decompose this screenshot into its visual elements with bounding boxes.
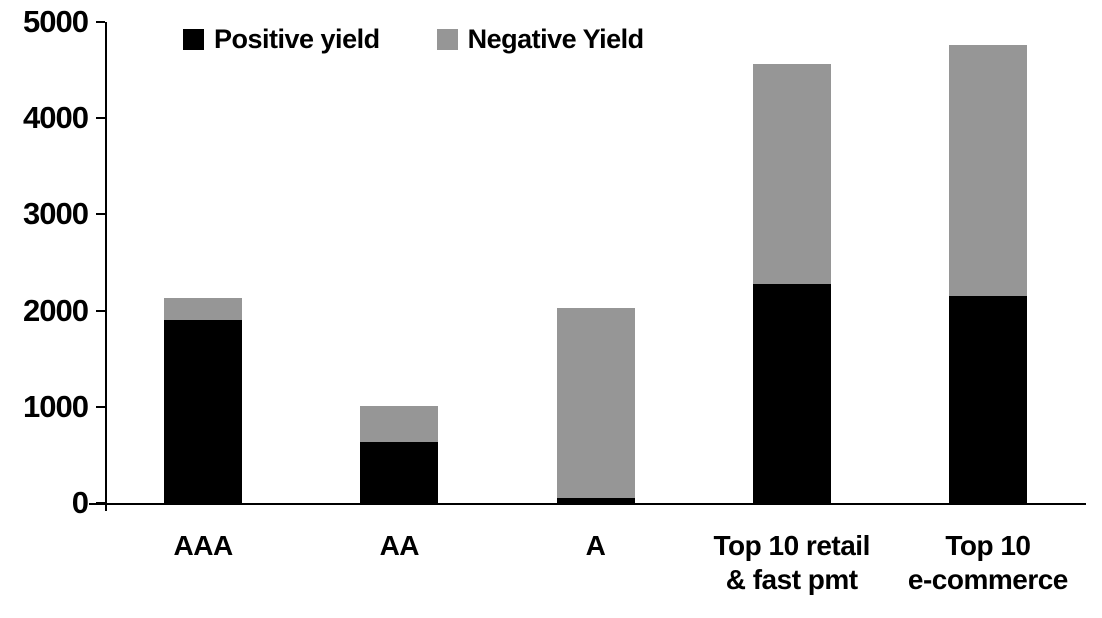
y-axis-tick — [96, 213, 105, 216]
bar-segment-negative-4 — [752, 64, 831, 284]
x-axis-category-label: AAA — [173, 530, 234, 561]
y-axis-tick-label: 1000 — [23, 388, 89, 424]
x-axis-category-label: AA — [379, 530, 420, 561]
negative-yield-swatch-icon — [436, 29, 458, 50]
y-axis — [105, 22, 107, 511]
bar-segment-negative-5 — [948, 45, 1027, 297]
bar-segment-positive-4 — [752, 283, 831, 503]
y-axis-tick — [96, 405, 105, 408]
y-axis-tick — [96, 309, 105, 312]
x-axis-category-label: A — [585, 530, 606, 561]
y-axis-tick — [96, 502, 105, 504]
legend-label-negative-yield: Negative Yield — [467, 24, 645, 54]
bar-segment-negative-1 — [164, 298, 243, 321]
bar-segment-positive-3 — [556, 498, 635, 503]
legend-item-negative-yield: Negative Yield — [436, 24, 645, 54]
bar-segment-positive-1 — [164, 320, 243, 503]
y-axis-tick — [96, 21, 105, 23]
positive-yield-swatch-icon — [183, 29, 204, 50]
y-axis-tick-label: 2000 — [23, 292, 89, 328]
y-axis-tick-label: 4000 — [23, 100, 89, 136]
bar-segment-negative-2 — [360, 405, 439, 443]
bar-segment-positive-5 — [948, 296, 1027, 503]
y-axis-tick-label: 3000 — [23, 196, 89, 232]
x-axis-category-label: Top 10 retail & fast pmt — [713, 530, 871, 595]
y-axis-tick-label: 5000 — [23, 4, 89, 39]
bar-segment-positive-2 — [360, 442, 439, 503]
legend-item-positive-yield: Positive yield — [183, 26, 380, 53]
x-axis — [89, 503, 1086, 505]
chart-legend: Positive yield Negative Yield — [183, 26, 644, 53]
bar-segment-negative-3 — [556, 307, 635, 499]
legend-label-positive-yield: Positive yield — [214, 24, 380, 54]
x-axis-category-label: Top 10 e-commerce — [907, 530, 1068, 595]
y-axis-tick — [96, 117, 105, 120]
y-axis-tick-label: 0 — [71, 485, 89, 520]
